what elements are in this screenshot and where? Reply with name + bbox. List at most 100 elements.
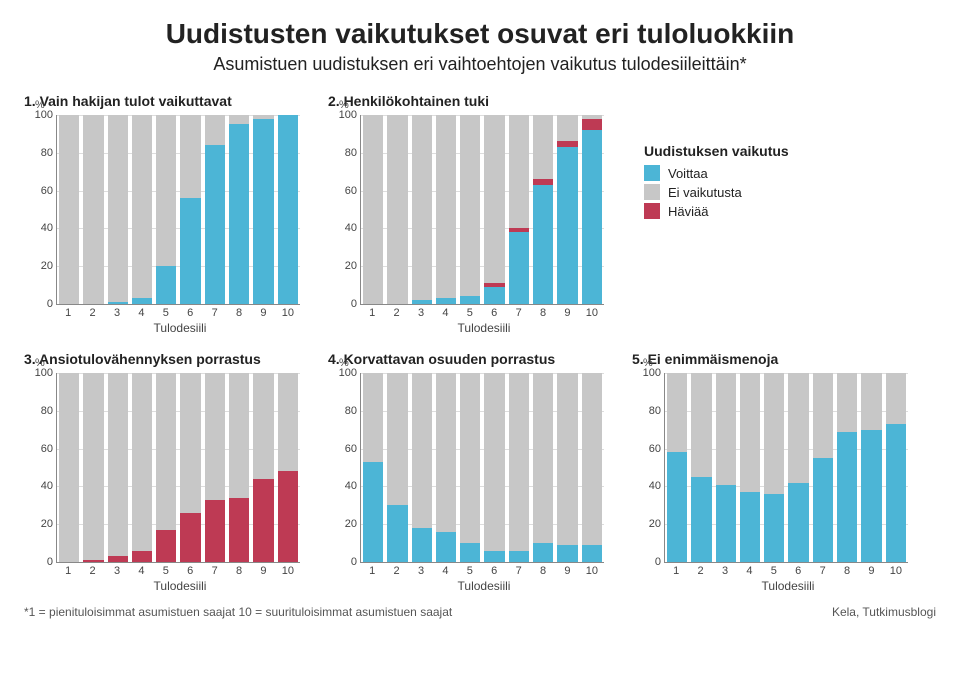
x-tick-label: 5 [460, 565, 480, 577]
bar-segment-ei [509, 373, 529, 551]
bar-segment-ei [886, 373, 906, 424]
bar-segment-ei [509, 115, 529, 228]
bar-segment-ei [229, 115, 249, 124]
legend-label: Ei vaikutusta [668, 185, 742, 200]
bar-segment-ei [156, 373, 176, 530]
chart-panel: 1. Vain hakijan tulot vaikuttavat%020406… [24, 93, 304, 333]
bar [59, 373, 79, 562]
bar [460, 115, 480, 304]
x-tick-label: 10 [278, 307, 298, 319]
x-axis-title: Tulodesiili [360, 321, 608, 335]
legend-swatch [644, 203, 660, 219]
bar-segment-ei [691, 373, 711, 477]
bar-segment-voittaa [108, 302, 128, 304]
y-tick-label: 80 [649, 405, 661, 417]
x-axis-title: Tulodesiili [664, 579, 912, 593]
bar-segment-ei [412, 115, 432, 300]
bar [484, 373, 504, 562]
x-tick-label: 2 [690, 565, 710, 577]
bar-segment-haviaa [278, 471, 298, 562]
bar [253, 115, 273, 304]
bar-segment-ei [108, 373, 128, 556]
bar-segment-ei [837, 373, 857, 432]
legend-swatch [644, 184, 660, 200]
x-tick-label: 6 [484, 565, 504, 577]
bar-segment-voittaa [412, 300, 432, 304]
footnote-left: *1 = pienituloisimmat asumistuen saajat … [24, 605, 452, 619]
bar [83, 373, 103, 562]
bar-segment-ei [229, 373, 249, 498]
y-tick-label: 20 [41, 518, 53, 530]
bar [180, 373, 200, 562]
bar-segment-ei [156, 115, 176, 266]
y-tick-label: 40 [345, 222, 357, 234]
bar-segment-ei [363, 373, 383, 462]
bar [229, 115, 249, 304]
bar-segment-haviaa [108, 556, 128, 562]
y-tick-label: 40 [41, 222, 53, 234]
bar-segment-ei [205, 373, 225, 500]
bar [412, 115, 432, 304]
y-tick-label: 40 [649, 480, 661, 492]
panel-title: 3. Ansiotulovähennyksen porrastus [24, 351, 304, 367]
bar-segment-ei [278, 373, 298, 471]
bar-segment-voittaa [229, 124, 249, 304]
bar-segment-voittaa [716, 485, 736, 562]
x-tick-label: 4 [131, 307, 151, 319]
y-tick-label: 60 [41, 443, 53, 455]
bar-segment-voittaa [436, 532, 456, 562]
bar-segment-ei [59, 373, 79, 562]
bar [205, 373, 225, 562]
y-tick-label: 100 [35, 109, 53, 121]
y-tick-label: 60 [41, 185, 53, 197]
chart-panel: 4. Korvattavan osuuden porrastus%0204060… [328, 351, 608, 591]
bar [387, 115, 407, 304]
x-tick-label: 9 [253, 307, 273, 319]
bar-segment-haviaa [83, 560, 103, 562]
bar-segment-voittaa [861, 430, 881, 562]
bar-segment-voittaa [253, 119, 273, 304]
x-tick-label: 4 [435, 565, 455, 577]
x-tick-label: 3 [107, 565, 127, 577]
bar-segment-ei [557, 115, 577, 141]
bar-segment-haviaa [205, 500, 225, 562]
x-tick-label: 10 [582, 307, 602, 319]
bar-segment-ei [861, 373, 881, 430]
bar [764, 373, 784, 562]
legend-item: Voittaa [644, 165, 789, 181]
bar-segment-ei [132, 115, 152, 298]
legend-title: Uudistuksen vaikutus [644, 143, 789, 159]
chart-area: %020406080100 [664, 373, 908, 563]
bar-segment-ei [582, 373, 602, 545]
y-tick-label: 80 [345, 405, 357, 417]
bar-segment-voittaa [387, 505, 407, 562]
bar-segment-voittaa [460, 543, 480, 562]
bar [837, 373, 857, 562]
x-tick-label: 7 [812, 565, 832, 577]
charts-grid: Uudistuksen vaikutus Voittaa Ei vaikutust… [24, 93, 936, 591]
bar-segment-ei [108, 115, 128, 302]
bar-segment-voittaa [436, 298, 456, 304]
x-tick-label: 8 [533, 565, 553, 577]
main-title: Uudistusten vaikutukset osuvat eri tulol… [24, 18, 936, 50]
bar [59, 115, 79, 304]
bar-segment-ei [180, 373, 200, 513]
bar-segment-ei [253, 373, 273, 479]
footnote: *1 = pienituloisimmat asumistuen saajat … [24, 605, 936, 619]
bar [582, 115, 602, 304]
x-tick-label: 7 [204, 565, 224, 577]
bar-segment-ei [180, 115, 200, 198]
bar-segment-voittaa [205, 145, 225, 304]
y-tick-label: 100 [35, 367, 53, 379]
bar [436, 115, 456, 304]
bar [387, 373, 407, 562]
bar [460, 373, 480, 562]
bar-segment-voittaa [533, 543, 553, 562]
y-tick-label: 0 [47, 298, 53, 310]
chart-area: %020406080100 [360, 115, 604, 305]
bar-segment-ei [484, 115, 504, 283]
bar-segment-voittaa [363, 462, 383, 562]
x-tick-label: 1 [666, 565, 686, 577]
bar-segment-voittaa [813, 458, 833, 562]
panel-title: 2. Henkilökohtainen tuki [328, 93, 608, 109]
